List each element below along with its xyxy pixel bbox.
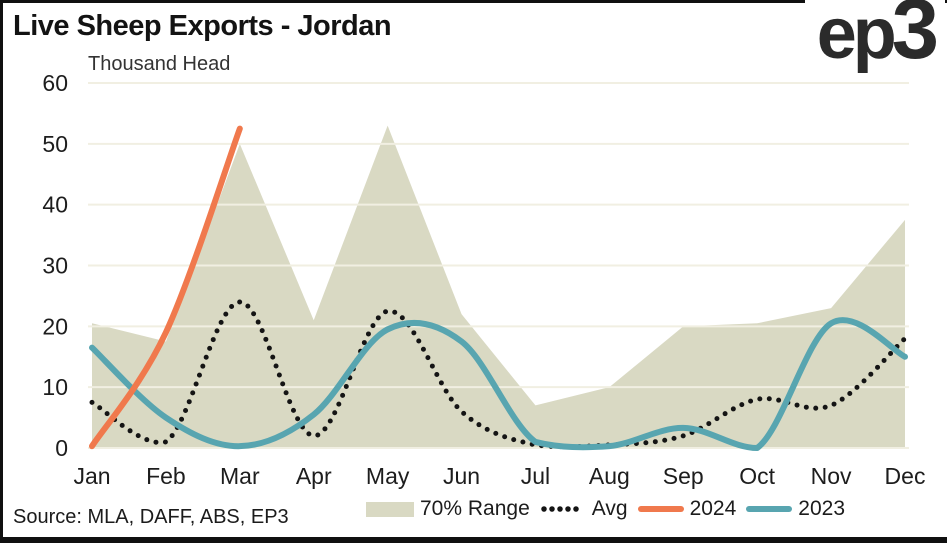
x-axis-tick-label: Feb — [146, 463, 186, 489]
x-axis-tick-label: Dec — [885, 463, 926, 489]
legend-item-2024: 2024 — [637, 497, 737, 521]
frame-bottom-border — [0, 537, 947, 543]
frame-left-border — [0, 0, 3, 543]
series-line-2023 — [89, 317, 908, 451]
x-axis-tick-label: Sep — [663, 463, 704, 489]
frame-top-border — [0, 0, 947, 3]
legend-item-avg: Avg — [540, 497, 628, 521]
legend-label: 2024 — [689, 497, 737, 520]
legend-item-2023: 2023 — [746, 497, 845, 521]
legend-line-swatch — [637, 506, 684, 512]
legend-label: 70% Range — [420, 497, 530, 520]
y-axis-tick-label: 20 — [42, 313, 68, 339]
x-axis-tick-label: Oct — [739, 463, 775, 489]
legend-label: Avg — [591, 497, 628, 520]
x-axis-tick-label: Aug — [589, 463, 630, 489]
ep3-logo: ep 3 — [804, 0, 945, 77]
y-axis-tick-label: 40 — [42, 192, 68, 218]
x-axis-tick-label: May — [366, 463, 410, 489]
y-axis-tick-label: 60 — [42, 70, 68, 96]
range-area — [92, 125, 905, 448]
logo-text-ep: ep — [816, 0, 897, 74]
y-axis-tick-label: 0 — [55, 435, 68, 461]
x-axis-tick-label: Apr — [296, 463, 332, 489]
legend-label: 2023 — [798, 497, 845, 520]
legend-dotted-swatch — [541, 506, 586, 512]
source-note: Source: MLA, DAFF, ABS, EP3 — [13, 506, 289, 528]
chart-legend: 70% Range Avg 2024 2023 — [366, 497, 845, 521]
legend-line-swatch — [746, 506, 793, 512]
y-axis-tick-label: 10 — [42, 374, 68, 400]
x-axis-tick-label: Jul — [521, 463, 550, 489]
legend-item-70-range: 70% Range — [366, 497, 530, 521]
axis-units-label: Thousand Head — [88, 53, 231, 75]
legend-area-swatch — [366, 501, 414, 517]
y-axis-tick-label: 50 — [42, 131, 68, 157]
y-axis-tick-label: 30 — [42, 253, 68, 279]
series-line-avg — [89, 299, 908, 450]
series-line-2024 — [89, 125, 243, 450]
x-axis-tick-label: Jan — [73, 463, 110, 489]
x-axis-tick-label: Jun — [443, 463, 480, 489]
x-axis-tick-label: Nov — [811, 463, 852, 489]
chart-title: Live Sheep Exports - Jordan — [13, 10, 392, 42]
x-axis-tick-label: Mar — [220, 463, 260, 489]
logo-text-3: 3 — [891, 0, 939, 77]
